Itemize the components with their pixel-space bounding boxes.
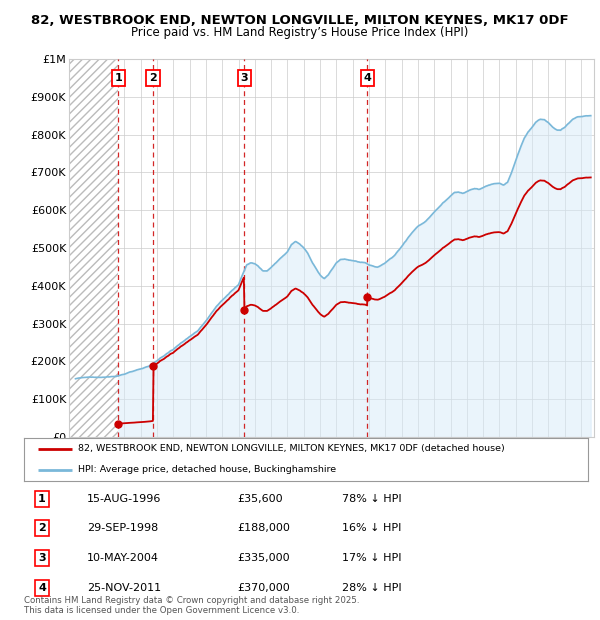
Text: 16% ↓ HPI: 16% ↓ HPI	[342, 523, 401, 533]
Text: 4: 4	[364, 73, 371, 83]
Text: 10-MAY-2004: 10-MAY-2004	[87, 553, 159, 563]
Text: 29-SEP-1998: 29-SEP-1998	[87, 523, 158, 533]
Text: 82, WESTBROOK END, NEWTON LONGVILLE, MILTON KEYNES, MK17 0DF (detached house): 82, WESTBROOK END, NEWTON LONGVILLE, MIL…	[77, 445, 505, 453]
Text: 1: 1	[38, 494, 46, 504]
Text: £35,600: £35,600	[237, 494, 283, 504]
Text: 28% ↓ HPI: 28% ↓ HPI	[342, 583, 401, 593]
Text: HPI: Average price, detached house, Buckinghamshire: HPI: Average price, detached house, Buck…	[77, 466, 336, 474]
Text: 17% ↓ HPI: 17% ↓ HPI	[342, 553, 401, 563]
Text: 3: 3	[38, 553, 46, 563]
Text: £335,000: £335,000	[237, 553, 290, 563]
Text: £370,000: £370,000	[237, 583, 290, 593]
Text: 78% ↓ HPI: 78% ↓ HPI	[342, 494, 401, 504]
Text: 4: 4	[38, 583, 46, 593]
Text: Contains HM Land Registry data © Crown copyright and database right 2025.
This d: Contains HM Land Registry data © Crown c…	[24, 596, 359, 615]
Text: 3: 3	[241, 73, 248, 83]
Text: £188,000: £188,000	[237, 523, 290, 533]
Text: 15-AUG-1996: 15-AUG-1996	[87, 494, 161, 504]
Text: 25-NOV-2011: 25-NOV-2011	[87, 583, 161, 593]
Text: 2: 2	[38, 523, 46, 533]
Text: 2: 2	[149, 73, 157, 83]
Bar	[69, 59, 118, 437]
Text: 1: 1	[115, 73, 122, 83]
Text: Price paid vs. HM Land Registry’s House Price Index (HPI): Price paid vs. HM Land Registry’s House …	[131, 26, 469, 39]
Text: 82, WESTBROOK END, NEWTON LONGVILLE, MILTON KEYNES, MK17 0DF: 82, WESTBROOK END, NEWTON LONGVILLE, MIL…	[31, 14, 569, 27]
